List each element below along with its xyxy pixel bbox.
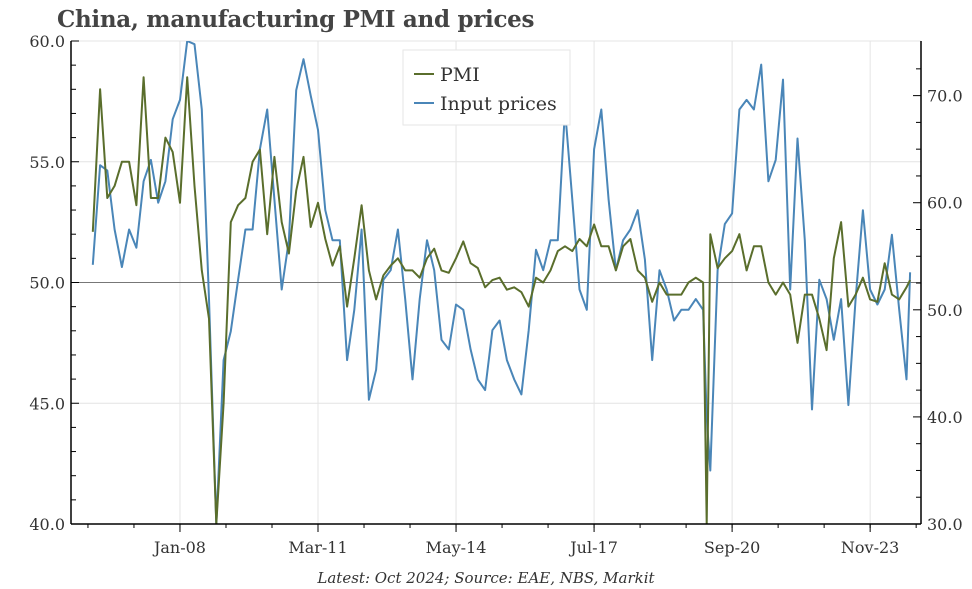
x-tick-label: May-14 xyxy=(426,538,487,557)
x-tick-label: Jan-08 xyxy=(152,538,206,557)
y-left-tick-label: 60.0 xyxy=(29,32,65,51)
legend: PMI Input prices xyxy=(402,49,571,126)
x-tick-label: Nov-23 xyxy=(841,538,899,557)
y-left-tick-label: 40.0 xyxy=(29,515,65,534)
x-tick-label: Mar-11 xyxy=(288,538,347,557)
legend-label-pmi: PMI xyxy=(440,64,480,86)
y-left-tick-label: 50.0 xyxy=(29,274,65,293)
y-right-tick-label: 30.0 xyxy=(927,515,963,534)
legend-label-input-prices: Input prices xyxy=(440,93,557,115)
y-right-tick-label: 60.0 xyxy=(927,194,963,213)
x-tick-label: Sep-20 xyxy=(704,538,760,557)
y-right-tick-label: 70.0 xyxy=(927,87,963,106)
axes: 40.0 45.0 50.0 55.0 60.0 30.0 40.0 50.0 60.0 70.0… xyxy=(29,32,962,557)
chart-title: China, manufacturing PMI and prices xyxy=(57,6,535,33)
y-left-tick-label: 55.0 xyxy=(29,153,65,172)
source-note: Latest: Oct 2024; Source: EAE, NBS, Mark… xyxy=(316,569,655,587)
series-line-pmi xyxy=(91,76,911,524)
x-tick-label: Jul-17 xyxy=(568,538,618,557)
y-right-tick-label: 40.0 xyxy=(927,408,963,427)
y-left-tick-label: 45.0 xyxy=(29,394,65,413)
y-right-tick-label: 50.0 xyxy=(927,301,963,320)
